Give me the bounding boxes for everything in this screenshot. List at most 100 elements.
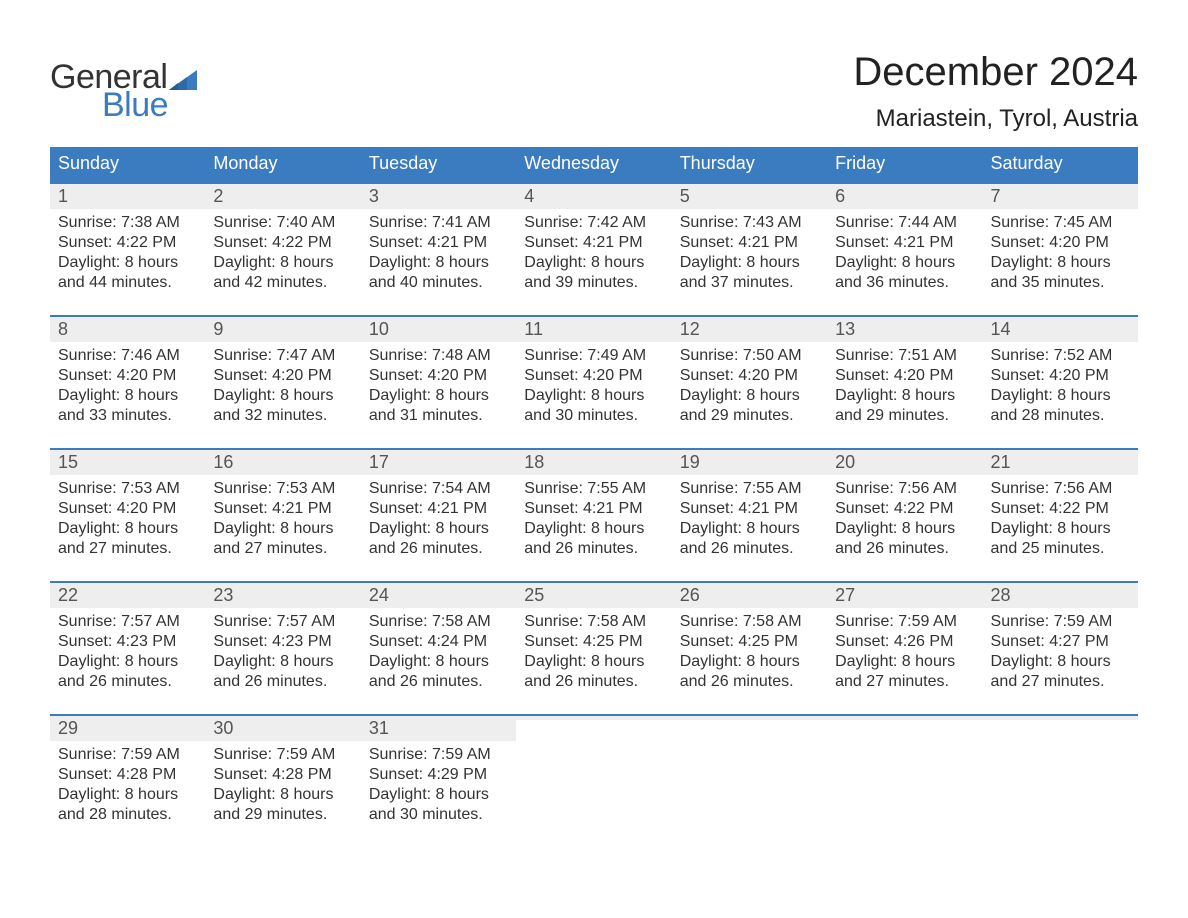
sunset-line: Sunset: 4:22 PM [991,499,1130,519]
title-block: December 2024 Mariastein, Tyrol, Austria [853,50,1138,133]
daylight-line-2: and 30 minutes. [524,406,663,426]
calendar-week: 1Sunrise: 7:38 AMSunset: 4:22 PMDaylight… [50,182,1138,311]
sunset-line: Sunset: 4:20 PM [213,366,352,386]
sunrise-line: Sunrise: 7:55 AM [524,479,663,499]
weekday-header-row: Sunday Monday Tuesday Wednesday Thursday… [50,147,1138,182]
weeks-container: 1Sunrise: 7:38 AMSunset: 4:22 PMDaylight… [50,182,1138,843]
daylight-line-1: Daylight: 8 hours [835,253,974,273]
sunrise-line: Sunrise: 7:50 AM [680,346,819,366]
daylight-line-1: Daylight: 8 hours [991,652,1130,672]
sunrise-line: Sunrise: 7:42 AM [524,213,663,233]
generalblue-logo: General Blue [50,50,197,122]
day-number: 26 [680,585,700,605]
sunset-line: Sunset: 4:23 PM [213,632,352,652]
weekday-header: Sunday [50,147,205,182]
day-number-row: 28 [983,583,1138,608]
daylight-line-1: Daylight: 8 hours [680,519,819,539]
day-number: 18 [524,452,544,472]
calendar-cell: 14Sunrise: 7:52 AMSunset: 4:20 PMDayligh… [983,317,1138,444]
sunrise-line: Sunrise: 7:53 AM [58,479,197,499]
sunrise-line: Sunrise: 7:59 AM [835,612,974,632]
day-number: 30 [213,718,233,738]
calendar-cell-empty [516,716,671,843]
calendar-cell: 28Sunrise: 7:59 AMSunset: 4:27 PMDayligh… [983,583,1138,710]
daylight-line-2: and 26 minutes. [524,539,663,559]
daylight-line-2: and 42 minutes. [213,273,352,293]
day-number-row: 14 [983,317,1138,342]
day-number: 5 [680,186,690,206]
calendar-cell: 5Sunrise: 7:43 AMSunset: 4:21 PMDaylight… [672,184,827,311]
sunrise-line: Sunrise: 7:58 AM [680,612,819,632]
day-number-row: 1 [50,184,205,209]
sunrise-line: Sunrise: 7:56 AM [835,479,974,499]
calendar-cell: 26 Sunrise: 7:58 AMSunset: 4:25 PMDayligh… [672,583,827,710]
sunset-line: Sunset: 4:22 PM [58,233,197,253]
sunrise-line: Sunrise: 7:53 AM [213,479,352,499]
day-number: 17 [369,452,389,472]
day-number: 25 [524,585,544,605]
calendar-cell: 29Sunrise: 7:59 AMSunset: 4:28 PMDayligh… [50,716,205,843]
day-number: 13 [835,319,855,339]
daylight-line-2: and 26 minutes. [369,539,508,559]
day-number-row: 18 [516,450,671,475]
daylight-line-2: and 37 minutes. [680,273,819,293]
day-number-row: 4 [516,184,671,209]
day-number: 1 [58,186,68,206]
calendar-week: 8Sunrise: 7:46 AMSunset: 4:20 PMDaylight… [50,315,1138,444]
daylight-line-1: Daylight: 8 hours [58,386,197,406]
daylight-line-2: and 27 minutes. [213,539,352,559]
weekday-header: Friday [827,147,982,182]
day-number-row [516,716,671,720]
sunrise-line: Sunrise: 7:59 AM [991,612,1130,632]
sunset-line: Sunset: 4:21 PM [524,499,663,519]
daylight-line-1: Daylight: 8 hours [58,519,197,539]
sunrise-line: Sunrise: 7:47 AM [213,346,352,366]
day-number-row: 11 [516,317,671,342]
daylight-line-2: and 26 minutes. [680,672,819,692]
calendar-week: 22 Sunrise: 7:57 AMSunset: 4:23 PM Dayligh… [50,581,1138,710]
sunrise-line: Sunrise: 7:43 AM [680,213,819,233]
calendar-cell: 4Sunrise: 7:42 AMSunset: 4:21 PMDaylight… [516,184,671,311]
sunrise-line: Sunrise: 7:45 AM [991,213,1130,233]
day-number: 11 [524,319,543,339]
daylight-line-1: Daylight: 8 hours [369,652,508,672]
sunrise-line: Sunrise: 7:57 AM [213,612,352,632]
sunset-line: Sunset: 4:20 PM [991,233,1130,253]
sunset-line: Sunset: 4:20 PM [835,366,974,386]
sunset-line: Sunset: 4:25 PM [680,632,819,652]
daylight-line-2: and 39 minutes. [524,273,663,293]
daylight-line-1: Daylight: 8 hours [524,652,663,672]
daylight-line-2: and 28 minutes. [58,805,197,825]
calendar-cell: 8Sunrise: 7:46 AMSunset: 4:20 PMDaylight… [50,317,205,444]
calendar: Sunday Monday Tuesday Wednesday Thursday… [50,147,1138,843]
daylight-line-1: Daylight: 8 hours [835,386,974,406]
calendar-cell-empty [672,716,827,843]
daylight-line-1: Daylight: 8 hours [680,652,819,672]
day-number-row [827,716,982,720]
day-number-row: 6 [827,184,982,209]
daylight-line-2: and 25 minutes. [991,539,1130,559]
sunset-line: Sunset: 4:22 PM [213,233,352,253]
daylight-line-2: and 27 minutes. [991,672,1130,692]
sunset-line: Sunset: 4:21 PM [835,233,974,253]
calendar-cell: 20Sunrise: 7:56 AMSunset: 4:22 PMDayligh… [827,450,982,577]
daylight-line-1: Daylight: 8 hours [213,386,352,406]
daylight-line-1: Daylight: 8 hours [213,519,352,539]
calendar-cell: 19Sunrise: 7:55 AMSunset: 4:21 PMDayligh… [672,450,827,577]
daylight-line-1: Daylight: 8 hours [680,386,819,406]
header-row: General Blue December 2024 Mariastein, T… [50,50,1138,133]
day-number-row: 31 [361,716,516,741]
day-number: 15 [58,452,78,472]
day-number-row: 22 [50,583,205,608]
day-number: 8 [58,319,68,339]
day-number-row: 20 [827,450,982,475]
daylight-line-2: and 26 minutes. [369,672,508,692]
calendar-cell: 3Sunrise: 7:41 AMSunset: 4:21 PMDaylight… [361,184,516,311]
daylight-line-2: and 26 minutes. [58,672,197,692]
daylight-line-2: and 31 minutes. [369,406,508,426]
calendar-cell: 31Sunrise: 7:59 AMSunset: 4:29 PMDayligh… [361,716,516,843]
calendar-cell: 22Sunrise: 7:57 AMSunset: 4:23 PMDayligh… [50,583,205,710]
sunset-line: Sunset: 4:20 PM [991,366,1130,386]
calendar-cell: 6Sunrise: 7:44 AMSunset: 4:21 PMDaylight… [827,184,982,311]
calendar-cell: 17Sunrise: 7:54 AMSunset: 4:21 PMDayligh… [361,450,516,577]
